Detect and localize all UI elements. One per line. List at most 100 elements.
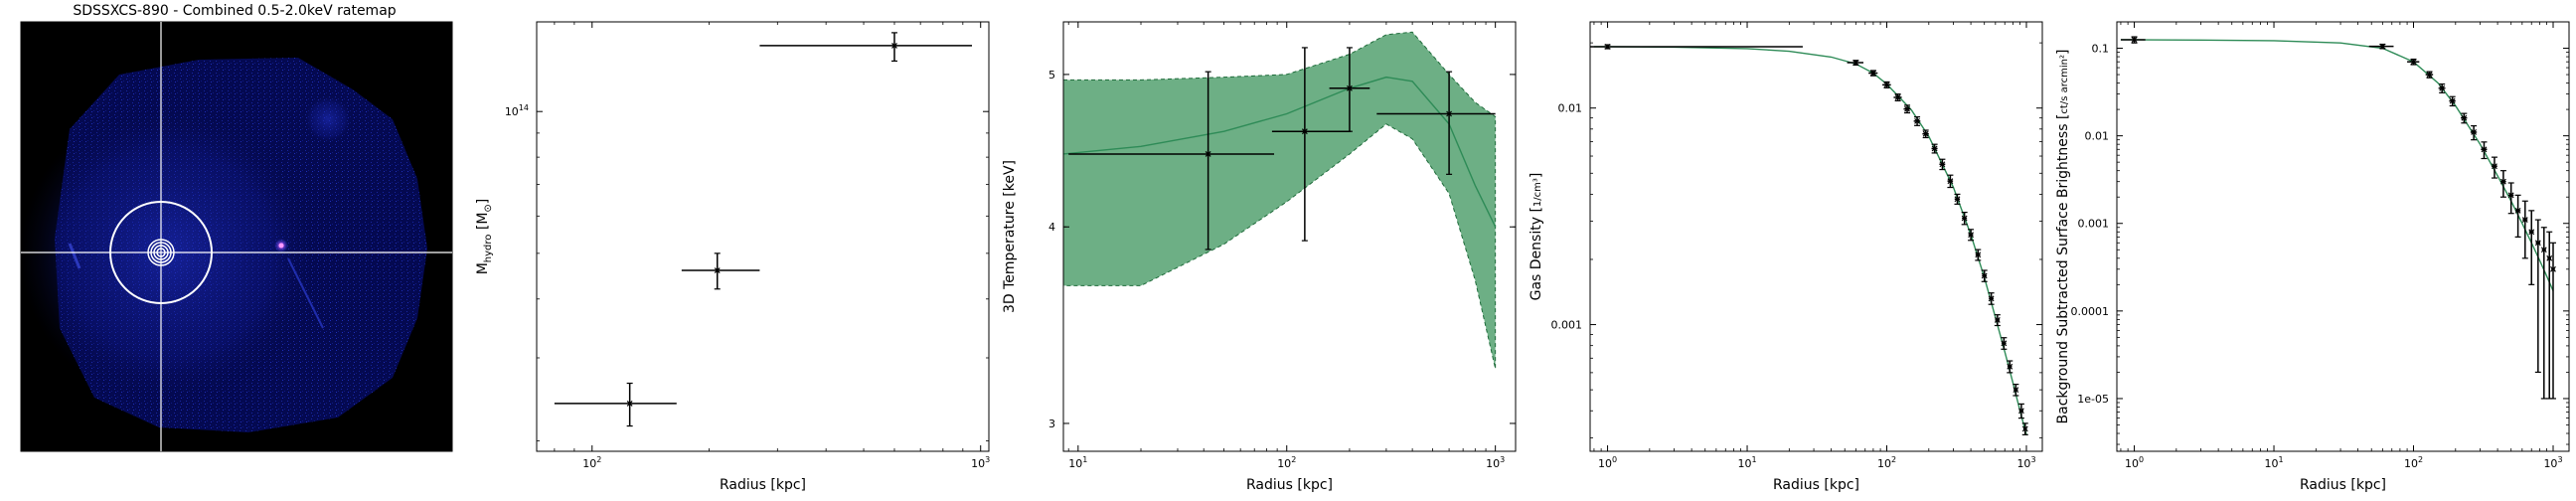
point-marker (2461, 114, 2468, 121)
point-marker (1981, 272, 1988, 279)
data-point (1376, 71, 1496, 175)
mass-chart: 102 103 1014 Radius [kpc] Mhydro [M⊙] (475, 21, 990, 493)
data-point (1893, 93, 1902, 102)
density-chart: 100 101 102 103 0.01 0.001 Radius [kpc] Gas Den… (1529, 21, 2043, 493)
point-marker (1922, 130, 1929, 137)
x-tick-label: 100 (1598, 455, 1617, 470)
point-marker (2426, 72, 2433, 78)
data-point (2001, 337, 2008, 350)
data-point (2368, 43, 2394, 50)
data-point (1968, 229, 1975, 242)
point-marker (1883, 82, 1890, 88)
data-point (2012, 384, 2019, 397)
point-marker (1931, 145, 1938, 152)
cluster-emission (20, 104, 318, 403)
model-line (2120, 39, 2554, 291)
data-point (2507, 182, 2514, 215)
point-marker (2449, 97, 2456, 104)
y-tick-label: 1e-05 (2077, 393, 2109, 406)
point-marker (1947, 178, 1954, 185)
data-point (2120, 36, 2146, 44)
data-point (2491, 156, 2497, 179)
point-marker (1446, 110, 1453, 117)
data-point (2528, 210, 2535, 285)
y-tick-label: 0.001 (2078, 218, 2110, 231)
point-marker (2017, 408, 2024, 415)
data-point (681, 252, 760, 290)
model-line (1593, 46, 2027, 435)
x-tick-label: 103 (1486, 455, 1505, 470)
plot-area (554, 32, 973, 427)
data-point (554, 382, 677, 427)
data-point (1590, 44, 1803, 50)
annulus-ring-3 (153, 245, 169, 260)
point-marker (1604, 44, 1611, 50)
point-marker (2514, 207, 2521, 214)
data-point (2021, 422, 2028, 435)
y-tick-label: 1014 (505, 103, 529, 118)
y-tick-label: 0.0001 (2071, 305, 2110, 318)
y-tick-label: 0.01 (2085, 130, 2110, 143)
point-marker (1961, 215, 1968, 222)
x-tick-label: 100 (2125, 455, 2144, 470)
data-point (2499, 170, 2506, 198)
data-point (2017, 403, 2024, 419)
ratemap-panel: SDSSXCS-890 - Combined 0.5-2.0keV ratema… (20, 3, 453, 452)
data-point (1981, 269, 1988, 282)
y-tick-label: 0.1 (2092, 43, 2110, 56)
y-tick-label: 4 (1048, 221, 1055, 234)
x-tick-label: 102 (1277, 455, 1296, 470)
point-marker (2481, 146, 2488, 153)
point-marker (2471, 129, 2478, 135)
x-tick-label: 103 (971, 455, 990, 470)
data-point (2470, 124, 2478, 141)
point-marker (2410, 59, 2417, 66)
data-point (1947, 174, 1954, 189)
point-marker (2540, 247, 2547, 253)
axes-frame (2116, 21, 2570, 452)
point-marker (626, 400, 633, 407)
x-tick-label: 102 (1877, 455, 1896, 470)
data-point (1913, 116, 1921, 126)
point-marker (1914, 117, 1920, 124)
point-marker (1301, 128, 1308, 135)
point-marker (2007, 363, 2013, 370)
x-tick-label: 103 (2543, 455, 2562, 470)
annulus-ring-1 (147, 239, 175, 266)
data-point (2449, 95, 2456, 107)
point-marker (2131, 37, 2138, 43)
data-point (1939, 158, 1946, 171)
point-marker (1954, 196, 1961, 203)
data-point (1847, 60, 1863, 67)
data-point (1903, 104, 1911, 114)
data-point (1922, 129, 1929, 139)
x-tick-label: 101 (1068, 455, 1087, 470)
point-marker (1988, 295, 1995, 302)
x-tick-label: 101 (2264, 455, 2283, 470)
point-marker (2379, 43, 2386, 50)
point-marker (1975, 251, 1982, 258)
data-point (2546, 231, 2553, 400)
point-marker (1894, 94, 1901, 100)
point-marker (2546, 254, 2553, 261)
data-point (2549, 242, 2556, 400)
ratemap-title: SDSSXCS-890 - Combined 0.5-2.0keV ratema… (73, 3, 396, 19)
data-point (2521, 200, 2528, 259)
point-marker (2001, 340, 2008, 347)
point-marker (2021, 425, 2028, 432)
point-marker (2507, 192, 2514, 199)
data-point (1994, 314, 2001, 327)
r500-circle (109, 201, 213, 304)
point-marker (2534, 240, 2541, 247)
point-source-core (278, 243, 284, 249)
data-point (1271, 47, 1351, 242)
model-line (1063, 76, 1497, 228)
y-tick-label: 0.001 (1551, 319, 1583, 332)
point-marker (2012, 387, 2019, 394)
data-point (1975, 249, 1982, 261)
x-axis-label: Radius [kpc] (2300, 477, 2386, 493)
axes-frame (1589, 21, 2043, 452)
x-tick-label: 102 (582, 455, 601, 470)
secondary-emission (303, 94, 353, 144)
